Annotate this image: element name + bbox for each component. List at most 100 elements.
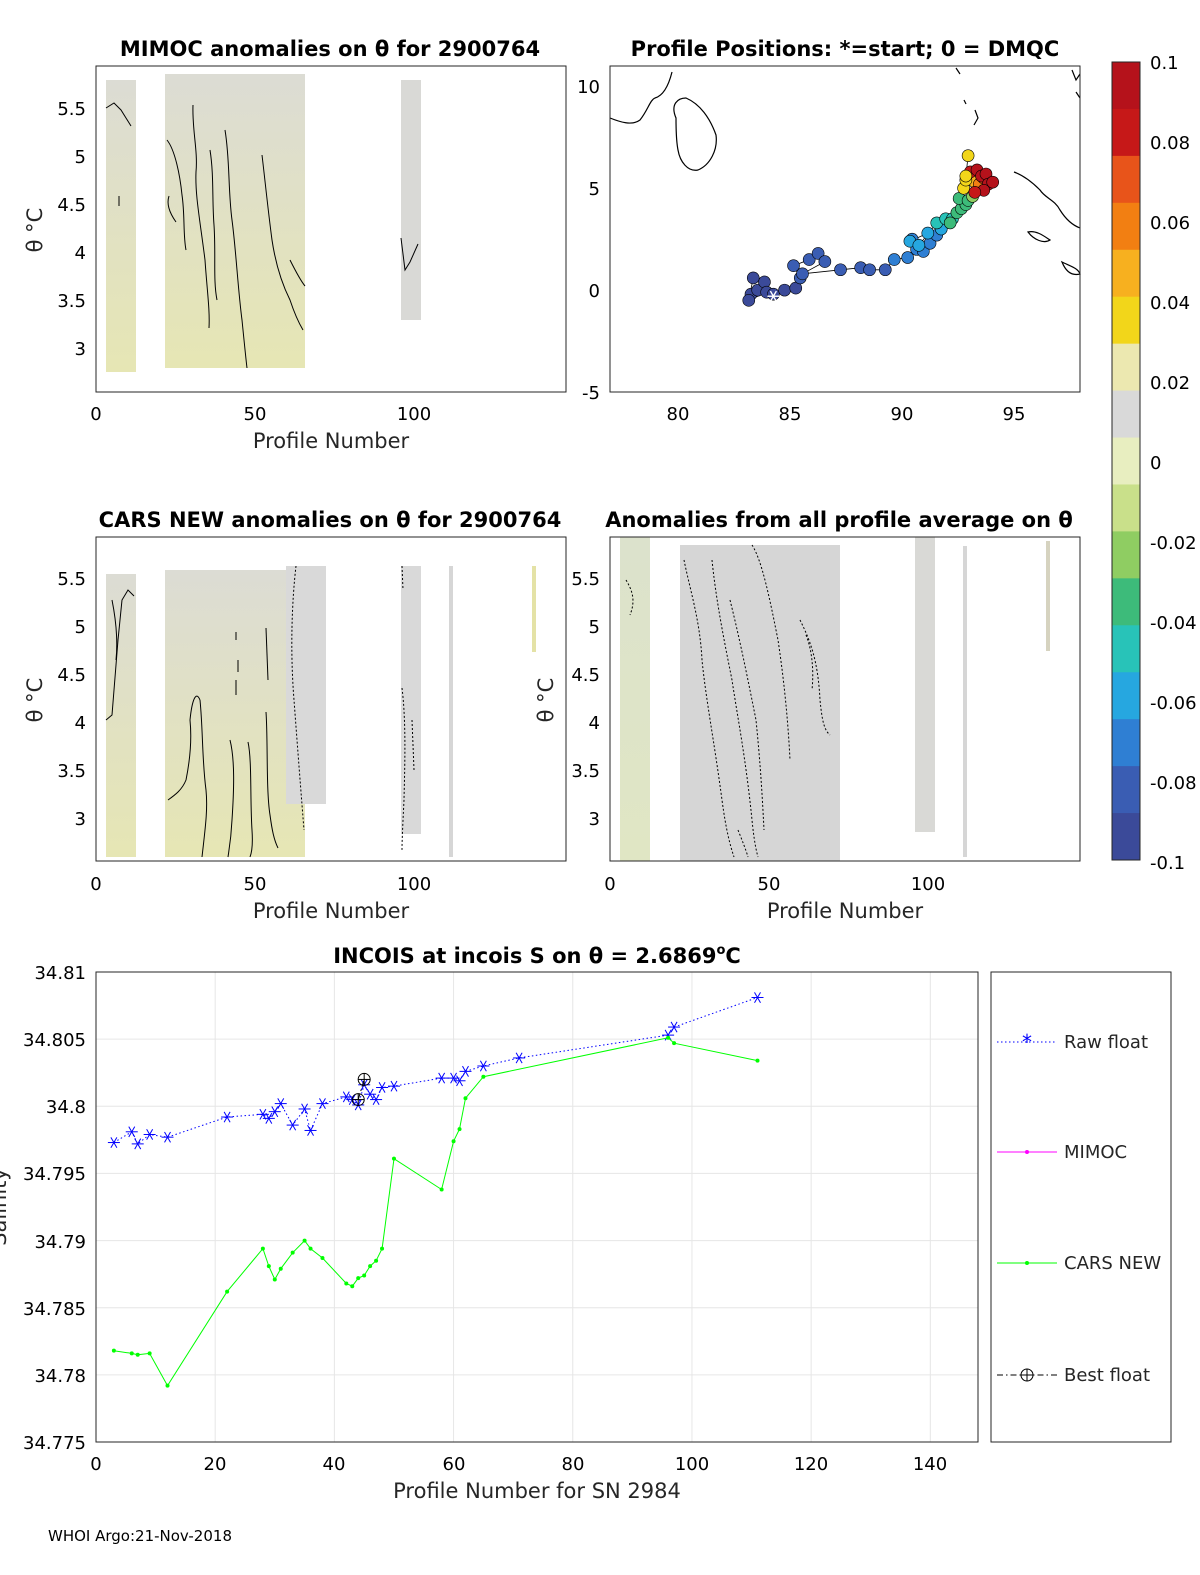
data-point-raw-float	[668, 1021, 681, 1033]
incois-ytick: 34.79	[34, 1232, 86, 1253]
profile-position-marker	[943, 216, 957, 230]
profile-position-marker	[811, 247, 825, 260]
data-point-cars-new	[380, 1246, 385, 1251]
panel1-xtick: 50	[244, 404, 267, 425]
panel-profile-average: Anomalies from all profile average on θ …	[534, 508, 1081, 923]
panel1-xlabel: Profile Number	[253, 429, 410, 453]
panel3-ytick: 5.5	[57, 569, 86, 590]
panel4-anomaly-block	[620, 537, 650, 861]
panel4-ytick: 5.5	[571, 569, 600, 590]
dot-marker-icon	[1025, 1150, 1029, 1154]
data-point-raw-float	[370, 1094, 383, 1106]
panel3-xtick: 0	[90, 874, 101, 895]
panel2-ytick: 5	[589, 179, 600, 200]
incois-ytick: 34.81	[34, 963, 86, 984]
panel3-ytick: 3	[75, 809, 86, 830]
profile-position-marker	[742, 294, 756, 307]
panel2-xtick: 90	[891, 404, 914, 425]
incois-xlabel: Profile Number for SN 2984	[393, 1479, 681, 1503]
colorbar-cell	[1112, 343, 1140, 392]
profile-position-marker	[787, 259, 800, 272]
panel2-ytick: 0	[589, 281, 600, 302]
data-point-cars-new	[147, 1351, 152, 1356]
data-point-raw-float	[459, 1065, 472, 1077]
legend-cars-new-label: CARS NEW	[1064, 1253, 1161, 1274]
panel3-xlabel: Profile Number	[253, 899, 410, 923]
panel4-y-ticks: 5.5 5 4.5 4 3.5 3	[571, 569, 600, 830]
panel1-title: MIMOC anomalies on θ for 2900764	[120, 37, 540, 61]
data-point-cars-new	[266, 1264, 271, 1269]
map-coastline	[609, 67, 1081, 276]
panel2-plot-area	[610, 66, 1080, 392]
colorbar-cell	[1112, 249, 1140, 298]
panel4-xtick: 50	[758, 874, 781, 895]
incois-xtick: 20	[204, 1454, 227, 1475]
panel1-ylabel: θ °C	[23, 208, 47, 253]
colorbar-cell	[1112, 155, 1140, 204]
profile-position-marker	[746, 271, 760, 285]
panel4-xtick: 0	[604, 874, 615, 895]
panel1-axes-box	[95, 65, 567, 393]
colorbar-ticks: 0.1 0.08 0.06 0.04 0.02 0 -0.02 -0.04 -0…	[1150, 53, 1197, 874]
incois-xtick: 140	[913, 1454, 947, 1475]
data-point-cars-new	[278, 1266, 283, 1271]
panel3-x-ticks: 0 50 100	[90, 874, 431, 895]
profile-position-marker	[887, 253, 901, 266]
panel4-dotted-contours	[625, 544, 831, 858]
data-point-raw-float	[298, 1103, 311, 1115]
data-point-cars-new	[672, 1041, 677, 1046]
panel4-anomaly-block	[1046, 541, 1050, 651]
colorbar-cell	[1112, 437, 1140, 485]
panel1-ytick: 3.5	[57, 291, 86, 312]
panel2-y-ticks: 10 5 0 -5	[577, 77, 600, 404]
panel3-dotted-contours	[291, 565, 415, 851]
panel1-x-ticks: 0 50 100	[90, 404, 431, 425]
data-point-raw-float	[107, 1137, 120, 1148]
profile-position-marker	[778, 283, 791, 297]
incois-xtick: 80	[562, 1454, 585, 1475]
data-point-cars-new	[260, 1246, 265, 1251]
panel4-anomaly-block	[915, 537, 935, 832]
panel1-anomaly-block	[165, 74, 305, 368]
colorbar-tick: 0.02	[1150, 373, 1190, 394]
panel4-xtick: 100	[911, 874, 945, 895]
incois-ylabel: Salinity	[0, 1168, 11, 1246]
colorbar-cell	[1112, 202, 1140, 251]
legend-best-float-label: Best float	[1064, 1365, 1150, 1386]
data-point-cars-new	[308, 1246, 313, 1251]
data-point-cars-new	[439, 1187, 444, 1192]
panel4-anomaly-block	[680, 545, 840, 861]
data-point-cars-new	[272, 1277, 277, 1282]
profile-position-marker	[961, 149, 975, 162]
data-point-cars-new	[302, 1238, 307, 1243]
start-star-icon	[767, 290, 780, 302]
panel2-ytick: 10	[577, 77, 600, 98]
panel-mimoc: MIMOC anomalies on θ for 2900764 5.5 5 4…	[23, 37, 567, 453]
incois-ytick: 34.795	[23, 1164, 86, 1185]
data-point-cars-new	[344, 1281, 349, 1286]
data-point-cars-new	[290, 1250, 295, 1255]
profile-position-marker	[834, 263, 847, 277]
data-point-cars-new	[457, 1127, 462, 1132]
data-point-raw-float	[387, 1080, 400, 1092]
panel4-ylabel: θ °C	[534, 678, 558, 723]
data-point-raw-float	[751, 992, 764, 1003]
incois-title-unit: o	[716, 943, 725, 958]
colorbar-cells	[1112, 62, 1140, 861]
data-point-cars-new	[225, 1289, 230, 1294]
legend-item-cars-new: CARS NEW	[997, 1253, 1161, 1274]
map-track-and-markers	[742, 149, 1000, 307]
legend-box	[990, 971, 1172, 1443]
incois-xtick: 100	[675, 1454, 709, 1475]
colorbar-cell	[1112, 813, 1140, 861]
profile-position-marker	[912, 239, 926, 252]
panel1-ytick: 5	[75, 147, 86, 168]
panel3-ytick: 4.5	[57, 665, 86, 686]
colorbar-tick: -0.02	[1150, 533, 1197, 554]
data-point-raw-float	[262, 1112, 275, 1124]
data-point-cars-new	[481, 1074, 486, 1079]
panel4-ytick: 4.5	[571, 665, 600, 686]
data-point-cars-new	[165, 1383, 170, 1388]
legend-item-mimoc: MIMOC	[997, 1142, 1127, 1163]
